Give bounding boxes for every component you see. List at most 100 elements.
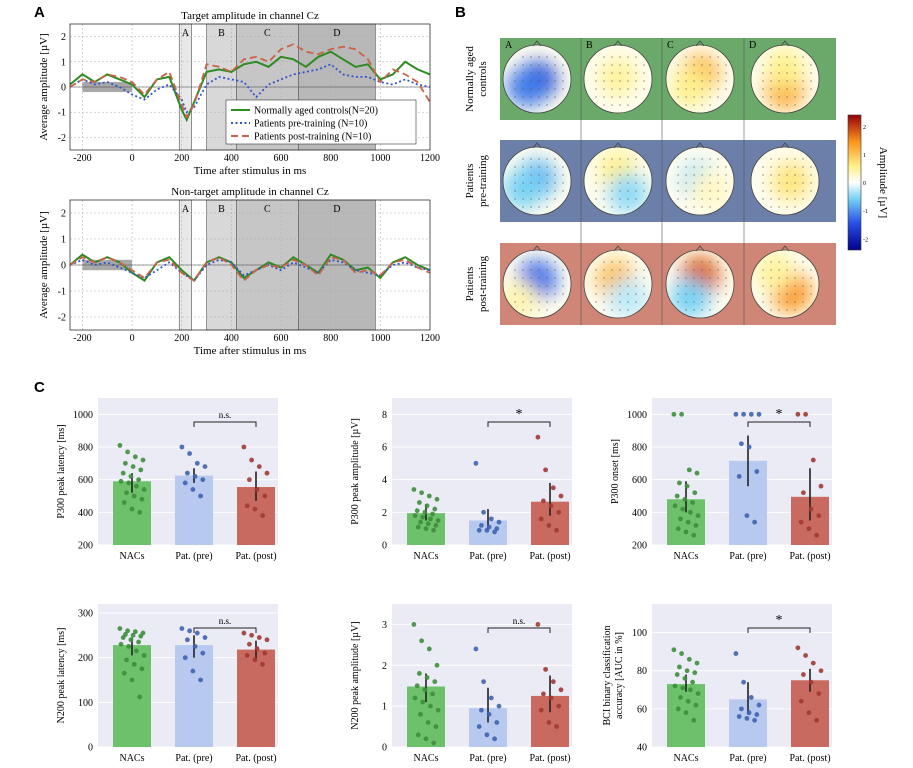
electrode-dot bbox=[595, 174, 597, 176]
data-point bbox=[694, 470, 700, 476]
electrode-dot bbox=[611, 293, 613, 295]
topo-fill bbox=[584, 147, 652, 215]
data-point bbox=[434, 496, 440, 502]
y-tick-label: -1 bbox=[58, 108, 66, 119]
colorbar bbox=[847, 114, 862, 251]
electrode-dot bbox=[786, 174, 788, 176]
electrode-dot bbox=[627, 309, 629, 311]
electrode-dot bbox=[538, 285, 540, 287]
electrode-dot bbox=[786, 158, 788, 160]
electrode-dot bbox=[802, 182, 804, 184]
topo-blobs bbox=[598, 57, 638, 97]
electrode-dot bbox=[635, 174, 637, 176]
electrode-dot bbox=[611, 56, 613, 58]
data-point bbox=[415, 732, 421, 738]
data-point bbox=[194, 630, 200, 636]
data-point bbox=[192, 644, 198, 649]
electrode-dot bbox=[717, 166, 719, 168]
data-point bbox=[247, 477, 252, 483]
data-point bbox=[488, 516, 494, 522]
electrode-dot bbox=[677, 80, 679, 82]
electrode-dot bbox=[603, 96, 605, 98]
electrode-dot bbox=[522, 182, 524, 184]
electrode-dot bbox=[546, 206, 548, 208]
electrode-dot bbox=[538, 174, 540, 176]
electrode-dot bbox=[693, 174, 695, 176]
data-point bbox=[262, 650, 268, 656]
y-tick-label: 60 bbox=[637, 704, 647, 715]
topo-fill bbox=[584, 45, 652, 113]
data-point bbox=[131, 661, 137, 667]
electrode-dot bbox=[693, 166, 695, 168]
electrode-dot bbox=[554, 56, 556, 58]
electrode-dot bbox=[677, 190, 679, 192]
electrode-dot bbox=[778, 190, 780, 192]
electrode-dot bbox=[643, 293, 645, 295]
time-window-label: D bbox=[333, 28, 340, 39]
bar-pat-post bbox=[237, 649, 275, 747]
electrode-dot bbox=[514, 166, 516, 168]
data-point bbox=[256, 464, 262, 469]
electrode-dot bbox=[770, 277, 772, 279]
data-point bbox=[415, 524, 421, 530]
data-point bbox=[756, 411, 762, 417]
electrode-dot bbox=[603, 80, 605, 82]
data-point bbox=[692, 670, 698, 676]
electrode-dot bbox=[635, 285, 637, 287]
electrode-dot bbox=[603, 72, 605, 74]
data-point bbox=[130, 464, 136, 469]
electrode-dot bbox=[603, 309, 605, 311]
electrode-dot bbox=[530, 182, 532, 184]
y-tick-label: 200 bbox=[78, 653, 93, 664]
data-point bbox=[134, 648, 139, 654]
y-axis-label: P300 onset [ms] bbox=[610, 439, 621, 504]
electrode-dot bbox=[619, 301, 621, 303]
electrode-dot bbox=[701, 166, 703, 168]
y-tick-label: -1 bbox=[58, 287, 66, 298]
y-tick-label: 40 bbox=[637, 743, 647, 754]
electrode-dot bbox=[530, 166, 532, 168]
data-point bbox=[556, 703, 562, 709]
head-outline bbox=[665, 249, 735, 319]
electrode-dot bbox=[725, 269, 727, 271]
data-point bbox=[535, 434, 541, 440]
data-point bbox=[126, 644, 132, 649]
electrode-dot bbox=[693, 88, 695, 90]
electrode-dot bbox=[530, 309, 532, 311]
bar-chart-2: 0 2 4 6 8 NACs Pat. (pre) Pat. (post) * P300 peak… bbox=[350, 398, 572, 562]
electrode-dot bbox=[619, 261, 621, 263]
electrode-dot bbox=[778, 277, 780, 279]
electrode-dot bbox=[685, 72, 687, 74]
nose-outline bbox=[780, 40, 790, 47]
electrode-dot bbox=[514, 301, 516, 303]
electrode-dot bbox=[701, 198, 703, 200]
electrode-dot bbox=[794, 182, 796, 184]
data-point bbox=[677, 664, 682, 670]
significance-label: n.s. bbox=[219, 616, 232, 626]
electrode-dot bbox=[522, 293, 524, 295]
data-point bbox=[129, 677, 135, 683]
electrode-dot bbox=[770, 301, 772, 303]
electrode-dot bbox=[762, 88, 764, 90]
electrode-dot bbox=[810, 80, 812, 82]
electrode-dot bbox=[595, 190, 597, 192]
electrode-dot bbox=[677, 277, 679, 279]
data-point bbox=[260, 661, 265, 667]
electrode-dot bbox=[546, 158, 548, 160]
electrode-dot bbox=[554, 285, 556, 287]
data-point bbox=[423, 736, 429, 742]
electrode-dot bbox=[627, 158, 629, 160]
data-point bbox=[695, 691, 701, 697]
electrode-dot bbox=[546, 182, 548, 184]
y-axis-label: P300 peak latency [ms] bbox=[56, 424, 67, 518]
panel-letter-a: A bbox=[34, 4, 45, 21]
data-point bbox=[538, 707, 544, 713]
data-point bbox=[556, 509, 562, 515]
electrode-dot bbox=[522, 88, 524, 90]
electrode-dot bbox=[701, 269, 703, 271]
electrode-dot bbox=[794, 206, 796, 208]
data-point bbox=[202, 464, 208, 469]
electrode-dot bbox=[709, 174, 711, 176]
electrode-dot bbox=[778, 293, 780, 295]
x-tick-label: 400 bbox=[224, 333, 239, 344]
